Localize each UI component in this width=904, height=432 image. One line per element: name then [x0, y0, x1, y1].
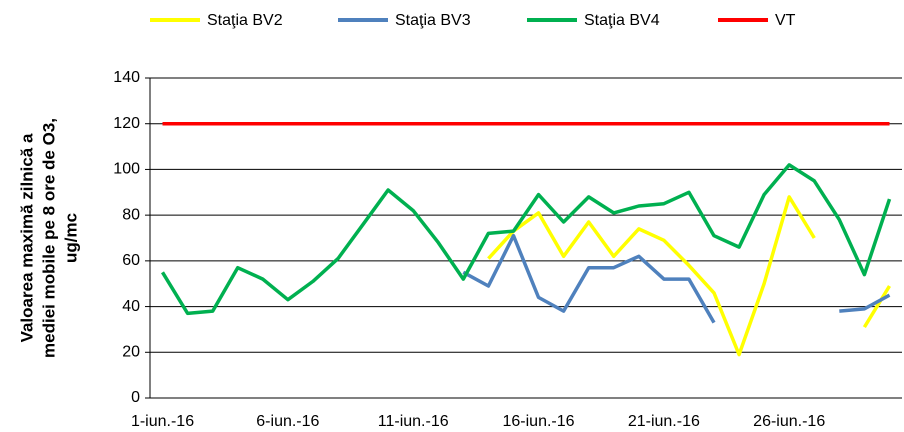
legend-label: Staţia BV4	[584, 12, 660, 29]
y-label-line: mediei mobile pe 8 ore de O3,	[39, 118, 58, 358]
legend-label: Staţia BV2	[207, 12, 283, 29]
y-tick-label: 20	[122, 344, 140, 361]
y-tick-label: 140	[113, 69, 140, 86]
x-tick-label: 21-iun.-16	[628, 413, 700, 430]
y-tick-label: 80	[122, 206, 140, 223]
y-axis-label: Valoarea maximă zilnică a mediei mobile …	[17, 118, 80, 358]
y-tick-label: 120	[113, 115, 140, 132]
y-label-line: Valoarea maximă zilnică a	[17, 133, 36, 342]
y-tick-label: 40	[122, 298, 140, 315]
x-tick-label: 11-iun.-16	[378, 413, 449, 430]
series-line	[462, 233, 891, 324]
y-tick-label: 0	[131, 389, 140, 406]
x-tick-label: 16-iun.-16	[503, 413, 575, 430]
legend-label: Staţia BV3	[395, 12, 471, 29]
x-tick-label: 6-iun.-16	[256, 413, 319, 430]
series-line	[161, 163, 892, 316]
y-tick-label: 60	[122, 252, 140, 269]
y-tick-label: 100	[113, 161, 140, 178]
x-tick-label: 26-iun.-16	[753, 413, 825, 430]
series-line	[487, 195, 891, 357]
y-label-line: ug/mc	[61, 213, 80, 263]
x-tick-label: 1-iun.-16	[131, 413, 194, 430]
legend-label: VT	[775, 12, 796, 29]
